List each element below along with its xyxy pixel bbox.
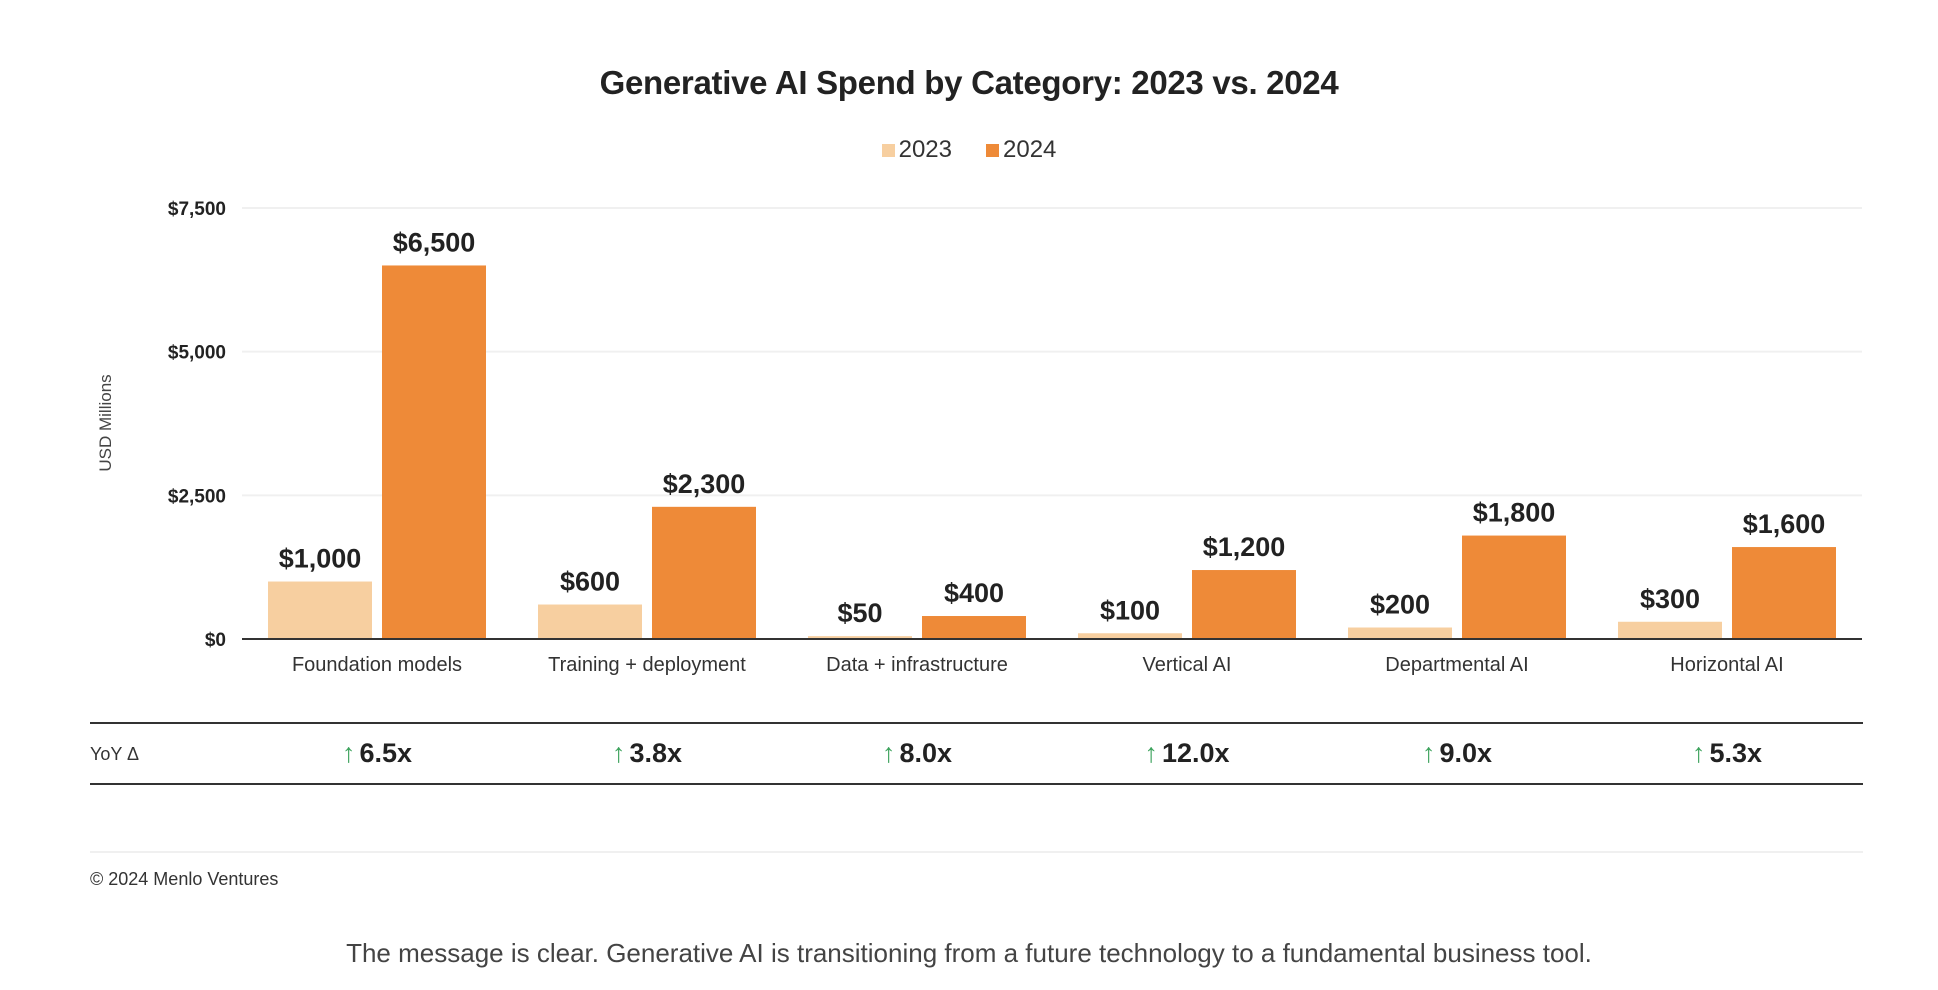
copyright: © 2024 Menlo Ventures (90, 869, 279, 889)
data-label-2023: $300 (1640, 584, 1700, 614)
yoy-multiplier: 8.0x (899, 738, 953, 768)
legend: 2023 2024 (0, 136, 1938, 164)
yoy-value: ↑ 3.8x (512, 738, 782, 769)
yoy-value: ↑ 12.0x (1052, 738, 1322, 769)
y-tick-label: $0 (205, 630, 226, 651)
y-tick-label: $7,500 (168, 199, 226, 220)
legend-item-2023: 2023 (881, 136, 952, 164)
y-axis-title: USD Millions (96, 374, 115, 471)
category-label: Horizontal AI (1670, 654, 1783, 676)
legend-label-2023: 2023 (898, 136, 952, 163)
category-label: Training + deployment (548, 654, 746, 676)
category-label: Data + infrastructure (826, 654, 1008, 676)
bar-2023-1 (538, 604, 642, 639)
up-arrow-icon: ↑ (1421, 738, 1436, 768)
bar-2023-2 (808, 636, 912, 639)
bar-2024-4 (1462, 535, 1566, 639)
data-label-2024: $1,600 (1743, 509, 1826, 539)
data-label-2024: $2,300 (663, 469, 746, 499)
yoy-label: YoY Δ (90, 744, 140, 764)
legend-swatch-2024 (986, 143, 999, 157)
bar-2024-2 (922, 616, 1026, 639)
legend-label-2024: 2024 (1003, 136, 1057, 163)
legend-swatch-2023 (881, 143, 895, 157)
yoy-multiplier: 12.0x (1161, 738, 1230, 768)
yoy-value: ↑ 6.5x (242, 738, 512, 769)
data-label-2024: $6,500 (393, 227, 476, 257)
data-label-2023: $1,000 (279, 544, 362, 574)
up-arrow-icon: ↑ (881, 738, 896, 768)
yoy-top-rule (90, 722, 1863, 724)
bar-2024-3 (1192, 570, 1296, 639)
data-label-2023: $600 (560, 567, 620, 597)
yoy-bottom-rule (90, 783, 1863, 785)
y-tick-label: $2,500 (168, 486, 226, 507)
bar-2023-5 (1618, 621, 1722, 639)
bar-2024-5 (1732, 547, 1836, 639)
up-arrow-icon: ↑ (1144, 738, 1158, 768)
yoy-multiplier: 3.8x (629, 738, 683, 768)
data-label-2023: $200 (1370, 590, 1430, 620)
caption: The message is clear. Generative AI is t… (346, 938, 1592, 968)
up-arrow-icon: ↑ (341, 738, 356, 768)
bar-2023-0 (268, 581, 372, 639)
yoy-value: ↑ 9.0x (1322, 738, 1592, 769)
bar-2024-1 (652, 506, 756, 639)
bar-2024-0 (382, 265, 486, 639)
data-label-2023: $100 (1100, 595, 1160, 625)
y-tick-label: $5,000 (168, 343, 226, 364)
yoy-value: ↑ 8.0x (782, 738, 1052, 769)
up-arrow-icon: ↑ (611, 738, 626, 768)
yoy-value: ↑ 5.3x (1592, 738, 1862, 769)
bar-2023-4 (1348, 627, 1452, 639)
bar-chart: USD Millions $0 $2,500 $5,000 $7,500 $1,000… (96, 199, 1862, 676)
yoy-multiplier: 6.5x (359, 738, 413, 768)
category-label: Departmental AI (1385, 654, 1528, 676)
bar-2023-3 (1078, 633, 1182, 639)
category-label: Vertical AI (1143, 654, 1232, 676)
category-label: Foundation models (292, 654, 462, 676)
yoy-multiplier: 5.3x (1709, 738, 1763, 768)
chart-title: Generative AI Spend by Category: 2023 vs… (599, 64, 1339, 101)
data-label-2024: $1,800 (1473, 498, 1556, 528)
data-label-2024: $400 (944, 578, 1004, 608)
yoy-multiplier: 9.0x (1439, 738, 1493, 768)
up-arrow-icon: ↑ (1691, 738, 1706, 768)
footer-divider (90, 851, 1863, 853)
legend-item-2024: 2024 (986, 136, 1056, 164)
data-label-2023: $50 (837, 598, 882, 628)
data-label-2024: $1,200 (1203, 532, 1286, 562)
